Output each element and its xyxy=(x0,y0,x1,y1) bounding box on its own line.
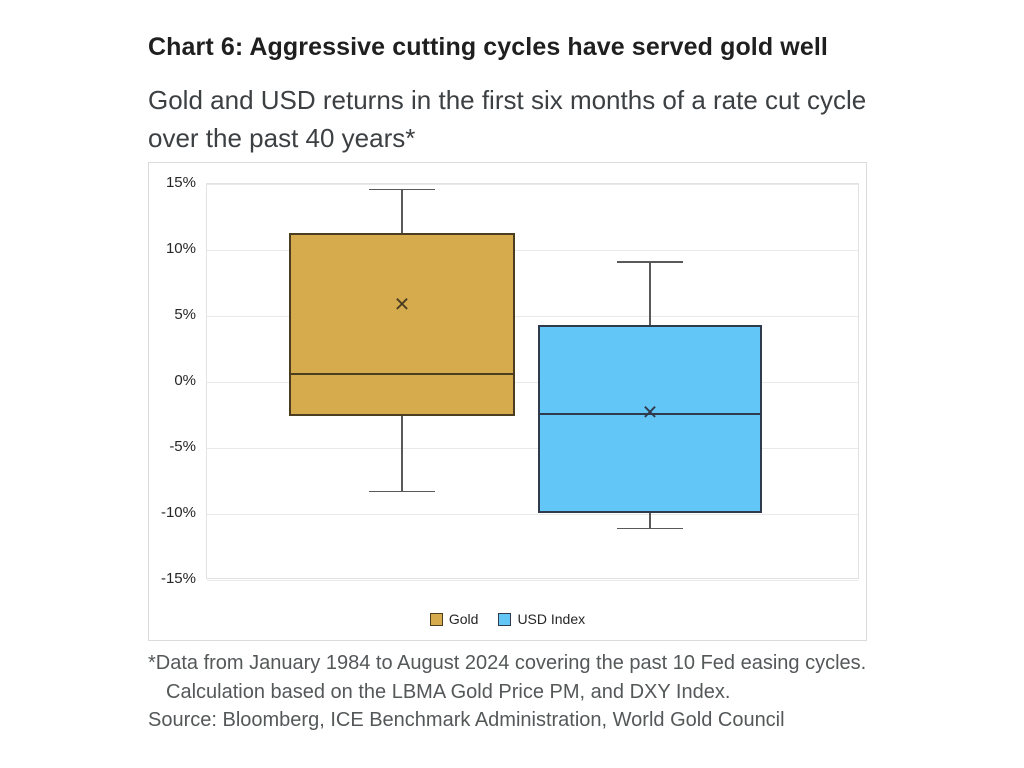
chart-footnotes: *Data from January 1984 to August 2024 c… xyxy=(148,649,948,735)
footnote-line: Calculation based on the LBMA Gold Price… xyxy=(166,680,731,703)
y-axis-tick-label: -5% xyxy=(169,438,196,455)
whisker-line xyxy=(649,512,651,529)
chart-legend: Gold USD Index xyxy=(149,611,866,627)
page-title: Chart 6: Aggressive cutting cycles have … xyxy=(148,33,828,61)
y-axis-tick-label: 15% xyxy=(165,174,196,191)
gridline xyxy=(207,250,858,251)
y-axis: 15% 10% 5% 0% -5% -10% -15% xyxy=(149,163,196,640)
median-line xyxy=(538,412,762,415)
mean-marker-icon: × xyxy=(642,396,658,427)
legend-swatch-usd-index xyxy=(498,612,512,626)
y-axis-tick-label: 0% xyxy=(174,372,196,389)
whisker-cap xyxy=(617,527,683,530)
gridline xyxy=(207,580,858,581)
box-usd-index xyxy=(538,325,762,513)
y-axis-tick-label: 5% xyxy=(174,306,196,323)
whisker-line xyxy=(649,261,651,326)
gridline xyxy=(207,382,858,383)
chart-panel: 15% 10% 5% 0% -5% -10% -15% × × Gold USD Index xyxy=(148,162,867,641)
median-line xyxy=(289,373,515,376)
whisker-line xyxy=(401,189,403,233)
legend-swatch-gold xyxy=(429,612,443,626)
whisker-cap xyxy=(369,188,435,191)
legend-label: Gold xyxy=(448,611,479,627)
legend-item: Gold xyxy=(429,611,479,627)
footnote-line: *Data from January 1984 to August 2024 c… xyxy=(148,652,867,674)
y-axis-tick-label: 10% xyxy=(165,240,196,257)
y-axis-tick-label: -15% xyxy=(160,570,196,587)
gridline xyxy=(207,184,858,185)
chart-subtitle: Gold and USD returns in the first six mo… xyxy=(148,85,867,153)
legend-label: USD Index xyxy=(517,611,586,627)
footnote-line: Source: Bloomberg, ICE Benchmark Adminis… xyxy=(148,709,785,731)
gridline xyxy=(207,316,858,317)
plot-area: × × xyxy=(206,183,859,581)
whisker-cap xyxy=(617,261,683,263)
gridline xyxy=(207,448,858,449)
whisker-line xyxy=(401,416,403,492)
y-axis-tick-label: -10% xyxy=(160,504,196,521)
whisker-cap xyxy=(369,490,435,493)
mean-marker-icon: × xyxy=(394,288,410,319)
box-gold xyxy=(289,232,515,417)
legend-item: USD Index xyxy=(498,611,585,627)
gridline xyxy=(207,514,858,515)
